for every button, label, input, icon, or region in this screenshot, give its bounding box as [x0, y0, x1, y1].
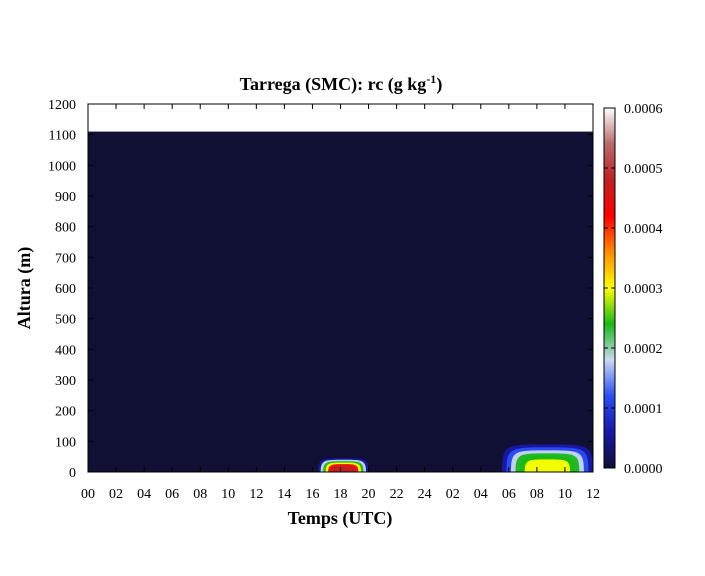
- x-tick-label: 04: [474, 487, 488, 502]
- y-tick-label: 800: [55, 221, 76, 236]
- colorbar-tick-label: 0.0000: [624, 462, 663, 477]
- x-tick-label: 20: [362, 487, 376, 502]
- chart-title-main: Tarrega (SMC): rc (g kg: [240, 74, 427, 95]
- x-tick-label: 00: [81, 487, 95, 502]
- chart-title-sup: -1: [426, 72, 436, 86]
- x-axis-ticks: 00 02 04 06 08 10 12 14 16 18 20 22 24 02 04 06 08 10 12: [81, 104, 600, 502]
- x-tick-label: 02: [446, 487, 460, 502]
- chart-title: Tarrega (SMC): rc (g kg-1): [240, 72, 443, 95]
- x-tick-label: 24: [418, 487, 432, 502]
- y-tick-label: 900: [55, 190, 76, 205]
- x-tick-label: 08: [193, 487, 207, 502]
- y-axis-ticks: 0 100 200 300 400 500 600 700 800 900 1000 1100 1200: [48, 98, 593, 481]
- chart-title-end: ): [436, 74, 442, 95]
- colorbar-tick-label: 0.0005: [624, 162, 663, 177]
- y-tick-label: 1200: [48, 98, 76, 113]
- x-tick-label: 18: [334, 487, 348, 502]
- heatmap-feature-layer: [330, 465, 356, 472]
- x-tick-label: 10: [558, 487, 572, 502]
- colorbar-tick-label: 0.0003: [624, 282, 663, 297]
- y-tick-label: 100: [55, 435, 76, 450]
- y-tick-label: 600: [55, 282, 76, 297]
- x-tick-label: 06: [502, 487, 516, 502]
- colorbar-tick-label: 0.0004: [624, 222, 663, 237]
- y-tick-label: 700: [55, 251, 76, 266]
- y-axis-title: Altura (m): [14, 247, 35, 329]
- y-tick-label: 500: [55, 313, 76, 328]
- x-tick-label: 16: [305, 487, 319, 502]
- y-tick-label: 200: [55, 405, 76, 420]
- x-tick-label: 08: [530, 487, 544, 502]
- colorbar-ticks: 0.0000 0.0001 0.0002 0.0003 0.0004 0.0005 0.00…: [604, 102, 663, 477]
- heatmap-features: [318, 444, 593, 472]
- y-tick-label: 400: [55, 343, 76, 358]
- heatmap-background: [88, 131, 593, 472]
- colorbar-tick-label: 0.0001: [624, 402, 663, 417]
- heatmap-feature-layer: [524, 459, 571, 472]
- x-tick-label: 10: [221, 487, 235, 502]
- colorbar-tick-label: 0.0002: [624, 342, 663, 357]
- y-tick-label: 300: [55, 374, 76, 389]
- x-tick-label: 12: [586, 487, 600, 502]
- x-tick-label: 06: [165, 487, 179, 502]
- x-tick-label: 22: [390, 487, 404, 502]
- x-axis-title: Temps (UTC): [288, 508, 393, 529]
- x-tick-label: 12: [249, 487, 263, 502]
- y-tick-label: 0: [69, 466, 76, 481]
- x-tick-label: 02: [109, 487, 123, 502]
- x-tick-label: 14: [277, 487, 291, 502]
- y-tick-label: 1100: [49, 129, 76, 144]
- y-tick-label: 1000: [48, 159, 76, 174]
- colorbar-tick-label: 0.0006: [624, 102, 663, 117]
- x-tick-label: 04: [137, 487, 151, 502]
